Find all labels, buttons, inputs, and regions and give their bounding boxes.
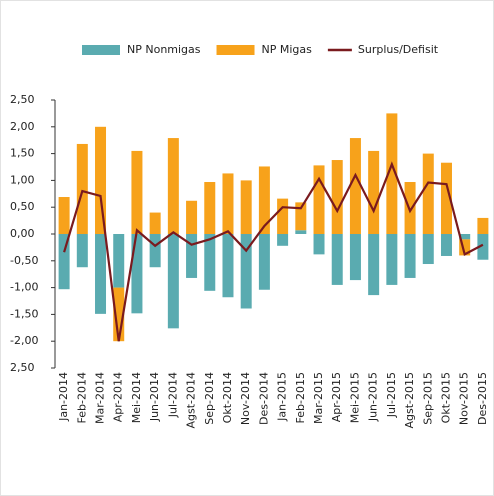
bar: [167, 138, 179, 234]
bar: [58, 234, 70, 290]
x-tick-label: Sep-2015: [421, 372, 434, 425]
bar: [331, 234, 343, 285]
y-tick-label: 1,50: [10, 147, 35, 160]
x-tick-label: Des-2014: [257, 372, 270, 425]
x-tick-label: Jan-2015: [276, 372, 289, 422]
bar: [258, 234, 270, 290]
legend-label: NP Migas: [262, 43, 313, 56]
x-tick-label: Sep-2014: [203, 372, 216, 425]
bar: [240, 180, 252, 234]
bar: [258, 166, 270, 234]
bar: [440, 234, 452, 256]
bar: [386, 234, 398, 285]
bar: [204, 182, 216, 234]
y-tick-label: 0,00: [10, 227, 35, 240]
y-tick-label: -1,00: [10, 281, 38, 294]
y-tick-label: 1,00: [10, 173, 35, 186]
x-tick-label: Mei-2015: [348, 372, 361, 423]
bar: [422, 153, 434, 234]
bar: [349, 234, 361, 281]
legend-label: NP Nonmigas: [127, 43, 201, 56]
bar: [386, 113, 398, 234]
x-tick-label: Okt-2015: [439, 372, 452, 423]
x-tick-label: Apr-2015: [330, 372, 343, 422]
x-tick-label: Agst-2015: [403, 372, 416, 429]
x-tick-label: Jul-2015: [385, 372, 398, 418]
x-tick-label: Jul-2014: [166, 372, 179, 418]
bar: [58, 197, 70, 234]
bar: [277, 198, 289, 234]
legend-swatch: [216, 45, 255, 55]
y-tick-label: 2,50: [10, 93, 35, 106]
bar: [131, 150, 143, 234]
x-tick-label: Agst-2014: [185, 372, 198, 429]
bar: [422, 234, 434, 265]
bar: [76, 234, 88, 268]
x-tick-label: Jun-2014: [148, 372, 161, 422]
bar: [295, 202, 307, 231]
x-tick-label: Mar-2015: [312, 372, 325, 424]
bar: [95, 126, 107, 234]
legend-label: Surplus/Defisit: [358, 43, 439, 56]
x-tick-label: Mei-2014: [130, 372, 143, 423]
y-tick-label: -1,50: [10, 307, 38, 320]
bar: [222, 234, 234, 298]
x-tick-label: Jan-2014: [57, 372, 70, 422]
bar: [149, 234, 161, 268]
bar: [113, 287, 125, 342]
x-tick-label: Des-2015: [476, 372, 489, 425]
bar: [95, 234, 107, 314]
x-tick-label: Nov-2015: [458, 372, 471, 425]
bar: [186, 234, 198, 278]
bar: [186, 200, 198, 234]
bar: [368, 234, 380, 296]
y-tick-label: -2,00: [10, 334, 38, 347]
x-tick-label: Apr-2014: [112, 372, 125, 422]
bar: [149, 212, 161, 234]
y-tick-label: 0,50: [10, 200, 35, 213]
bar: [477, 234, 489, 260]
x-tick-label: Nov-2014: [239, 372, 252, 425]
y-tick-label: 2,50: [10, 361, 35, 374]
bar: [349, 138, 361, 234]
legend-swatch: [82, 45, 120, 55]
bar: [459, 239, 471, 256]
x-tick-label: Okt-2014: [221, 372, 234, 423]
bar: [204, 234, 216, 291]
bar: [222, 173, 234, 234]
bar: [167, 234, 179, 329]
bar: [404, 234, 416, 278]
bar: [440, 162, 452, 234]
line: [63, 161, 484, 342]
bar: [313, 234, 325, 255]
x-tick-label: Feb-2014: [75, 372, 88, 423]
x-tick-label: Feb-2015: [294, 372, 307, 423]
bar: [295, 230, 307, 234]
bar: [131, 234, 143, 314]
bar: [277, 234, 289, 246]
bar: [113, 234, 125, 288]
bar: [313, 165, 325, 234]
y-tick-label: -0,50: [10, 254, 38, 267]
x-tick-label: Mar-2014: [94, 372, 107, 424]
x-tick-label: Jun-2015: [367, 372, 380, 422]
bar: [331, 160, 343, 234]
y-tick-label: 2,00: [10, 120, 35, 133]
bar: [477, 217, 489, 234]
bar: [76, 143, 88, 234]
bar: [368, 150, 380, 234]
bar: [240, 234, 252, 309]
bar: [459, 234, 471, 240]
